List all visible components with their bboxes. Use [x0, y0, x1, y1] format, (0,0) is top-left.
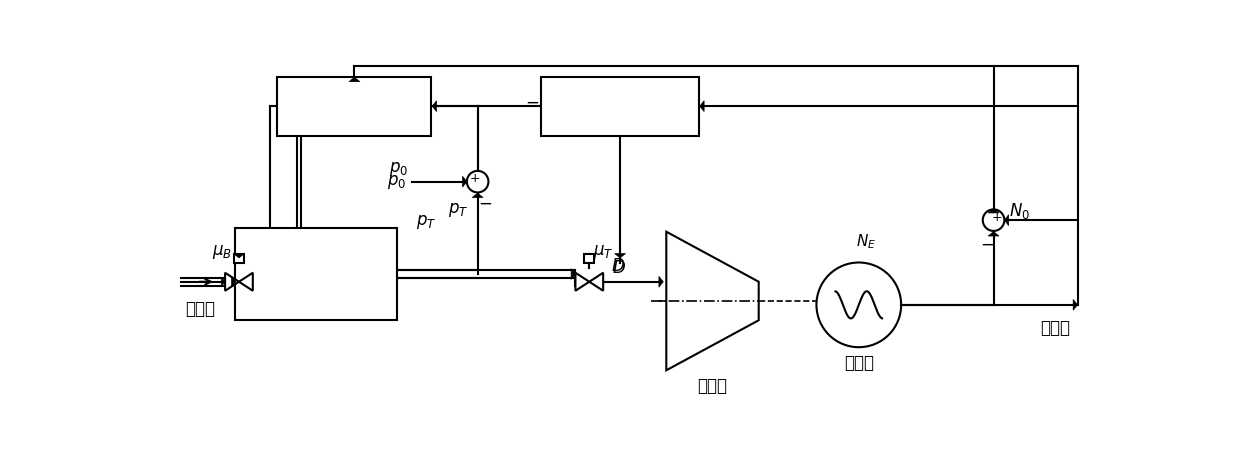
Text: $p_0$: $p_0$	[387, 172, 405, 191]
Polygon shape	[472, 193, 484, 197]
Text: +: +	[469, 172, 480, 185]
Polygon shape	[666, 232, 759, 370]
Text: 锅炉: 锅炉	[304, 264, 329, 284]
Polygon shape	[350, 77, 360, 81]
Text: $\mu_B$: $\mu_B$	[212, 243, 232, 262]
Text: $\mu_T$: $\mu_T$	[593, 243, 614, 262]
Text: $p_0$: $p_0$	[389, 160, 408, 178]
Text: $N_0$: $N_0$	[1009, 201, 1030, 221]
Text: $D$: $D$	[613, 259, 626, 277]
Polygon shape	[233, 253, 244, 258]
Text: 汽轮机: 汽轮机	[697, 377, 728, 394]
Text: $-$: $-$	[479, 194, 492, 212]
Polygon shape	[988, 232, 999, 236]
Circle shape	[816, 263, 901, 347]
Polygon shape	[433, 101, 436, 111]
Bar	[541, 76, 699, 136]
Polygon shape	[572, 268, 575, 279]
Polygon shape	[699, 101, 704, 111]
Bar	[236, 228, 397, 320]
Polygon shape	[988, 208, 999, 213]
Bar	[234, 254, 244, 263]
Text: 发电机: 发电机	[843, 354, 874, 372]
Text: 锅炉主控: 锅炉主控	[331, 97, 378, 116]
Text: +: +	[991, 211, 1002, 223]
Polygon shape	[222, 277, 226, 286]
Bar	[584, 254, 594, 263]
Text: $N_E$: $N_E$	[857, 232, 877, 251]
Text: 燃烧率: 燃烧率	[186, 300, 216, 318]
Polygon shape	[226, 273, 239, 291]
Text: $-$: $-$	[981, 235, 994, 253]
Polygon shape	[589, 273, 603, 291]
Polygon shape	[1004, 215, 1008, 226]
Polygon shape	[658, 276, 663, 287]
Polygon shape	[575, 273, 589, 291]
Polygon shape	[463, 176, 467, 187]
Polygon shape	[1073, 299, 1078, 310]
Polygon shape	[615, 253, 625, 258]
Polygon shape	[232, 276, 236, 287]
Text: $p_T$: $p_T$	[449, 201, 469, 219]
Text: 去电网: 去电网	[1040, 319, 1070, 337]
Bar	[278, 76, 432, 136]
Text: $p_T$: $p_T$	[417, 212, 436, 231]
Text: 汽机主控: 汽机主控	[596, 97, 644, 116]
Circle shape	[983, 209, 1004, 231]
Polygon shape	[239, 273, 253, 291]
Text: $-$: $-$	[525, 92, 539, 111]
Text: $D$: $D$	[611, 258, 625, 275]
Circle shape	[467, 171, 489, 192]
